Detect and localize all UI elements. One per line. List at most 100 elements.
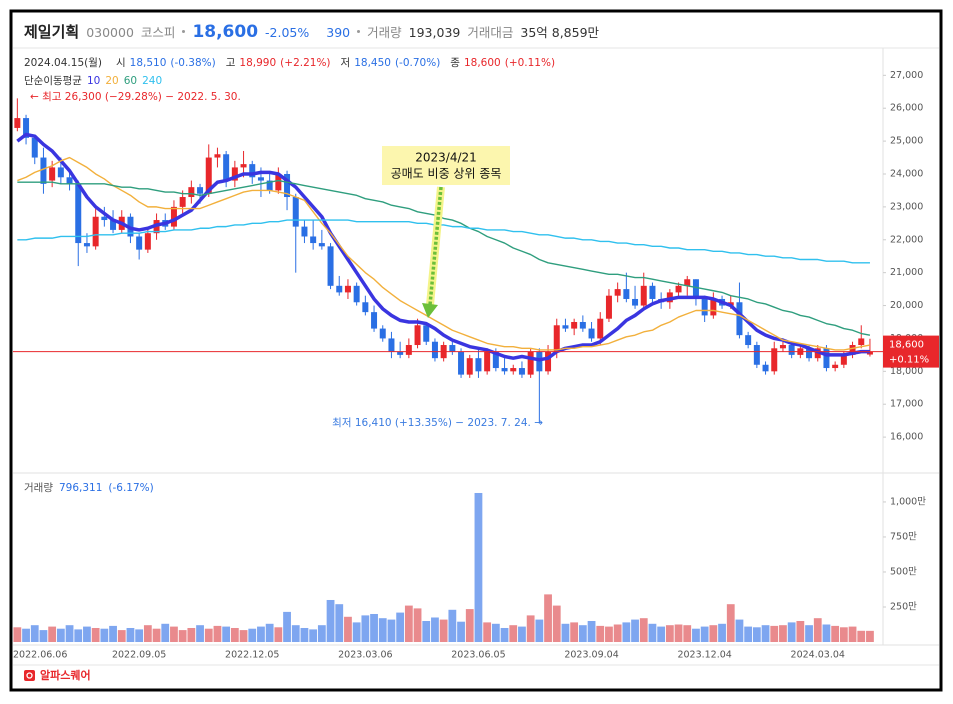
volume-bar [283, 611, 291, 642]
volume-bar [474, 492, 483, 642]
date: 2024.04.15(월) [24, 57, 102, 69]
ohlc-value: 18,510 [129, 57, 167, 69]
volume-bar [178, 630, 187, 642]
plot: 16,00017,00018,00019,00020,00021,00022,0… [13, 70, 926, 661]
candle-body [571, 321, 578, 329]
y-tick-label: 750만 [890, 531, 917, 542]
candle-body [806, 348, 813, 359]
x-tick-label: 2022.06.06 [13, 650, 67, 661]
y-tick-label: 26,000 [890, 103, 923, 114]
high-annotation: ← 최고 26,300 (−29.28%) − 2022. 5. 30. [30, 91, 241, 103]
candle-body [832, 364, 839, 369]
volume-bar [248, 628, 257, 642]
candle-body [214, 154, 221, 158]
volume-bar [187, 627, 196, 642]
candle-body [101, 216, 108, 221]
amount: 35억 8,859만 [520, 25, 600, 40]
ma-line [16, 132, 870, 362]
candle-body [414, 325, 421, 346]
volume-bar [605, 626, 613, 642]
candle-body [579, 321, 586, 329]
volume-bar [718, 623, 726, 642]
volume-bar [344, 616, 352, 642]
volume-bar [370, 613, 378, 642]
callout-arrow-glow [426, 186, 445, 306]
volume-bar [317, 625, 326, 642]
candle-body [692, 279, 699, 299]
candle-body [275, 173, 282, 191]
candle-body [188, 187, 195, 198]
header: 제일기획 030000 코스피 18,600 -2.05% 390 거래량 19… [24, 21, 599, 42]
candle-body [344, 285, 351, 293]
volume-bar [692, 628, 700, 642]
candle-body [605, 295, 612, 319]
volume-bar [500, 627, 509, 642]
candle-body [223, 154, 230, 181]
candle-body [431, 341, 438, 359]
volume-bar [196, 625, 204, 642]
candle-body [336, 285, 343, 293]
candle-body [423, 325, 430, 342]
volume-bar [265, 623, 274, 642]
volume-bar [761, 625, 770, 642]
volume-bar [274, 627, 283, 642]
volume-bar [404, 605, 413, 642]
ma-legend: 단순이동평균 10 20 60 240 [24, 73, 162, 88]
change-pct: -2.05% [265, 25, 310, 40]
x-tick-label: 2023.09.04 [564, 650, 618, 661]
low-annotation: 최저 16,410 (+13.35%) − 2023. 7. 24. → [332, 417, 543, 429]
candle-body [771, 348, 778, 372]
volume-bar [396, 612, 405, 642]
callout-date: 2023/4/21 [415, 151, 477, 165]
volume-bar [805, 625, 813, 642]
volume-bar [291, 625, 300, 642]
volume-bar [544, 594, 552, 642]
candle-body [736, 302, 743, 336]
candle-body [788, 345, 795, 355]
volume-change: (-6.17%) [108, 482, 154, 494]
brand-icon [24, 670, 35, 681]
candle-body [597, 318, 604, 339]
y-tick-label: 22,000 [890, 234, 923, 245]
volume-bar [13, 627, 22, 642]
ohlc-change: (-0.38%) [170, 57, 216, 69]
volume-bar [222, 626, 231, 642]
ma-line [17, 179, 871, 336]
amount-label: 거래대금 [467, 25, 514, 40]
volume-title: 거래량 [24, 482, 53, 494]
volume-bar [535, 619, 544, 642]
volume-bar [726, 604, 735, 642]
separator [357, 30, 361, 33]
candle-body [144, 233, 151, 250]
volume-bar [631, 619, 639, 642]
y-tick-label: 16,000 [890, 432, 923, 443]
volume-bar [422, 620, 431, 642]
y-tick-label: 18,000 [890, 366, 923, 377]
volume-bar [300, 627, 309, 642]
ohlc-label: 저 [340, 57, 351, 69]
ma-legend-entry: 240 [142, 75, 163, 87]
volume-bar [787, 622, 796, 642]
candle-body [388, 338, 395, 352]
candle-body [753, 345, 760, 365]
candle-body [205, 157, 212, 194]
candle-body [710, 298, 717, 316]
brand-icon-mark [26, 672, 33, 679]
volume-bar [587, 620, 596, 642]
volume-bar [126, 627, 135, 642]
volume-bar [56, 628, 65, 642]
candle-body [31, 137, 38, 158]
volume-bar [448, 609, 457, 642]
volume-bar [361, 615, 370, 642]
ohlc-value: 18,990 [239, 57, 277, 69]
candle-body [49, 167, 56, 181]
y-tick-label: 20,000 [890, 300, 923, 311]
volume-bar [752, 627, 761, 642]
ohlc-info: 2024.04.15(월) 시 18,510 (-0.38%) 고 18,990 (+2.… [24, 55, 555, 70]
volume-bar [230, 627, 239, 642]
volume-bar [796, 620, 805, 642]
volume-bar [622, 622, 631, 642]
volume-bar [387, 619, 396, 642]
candle-body [301, 226, 308, 237]
